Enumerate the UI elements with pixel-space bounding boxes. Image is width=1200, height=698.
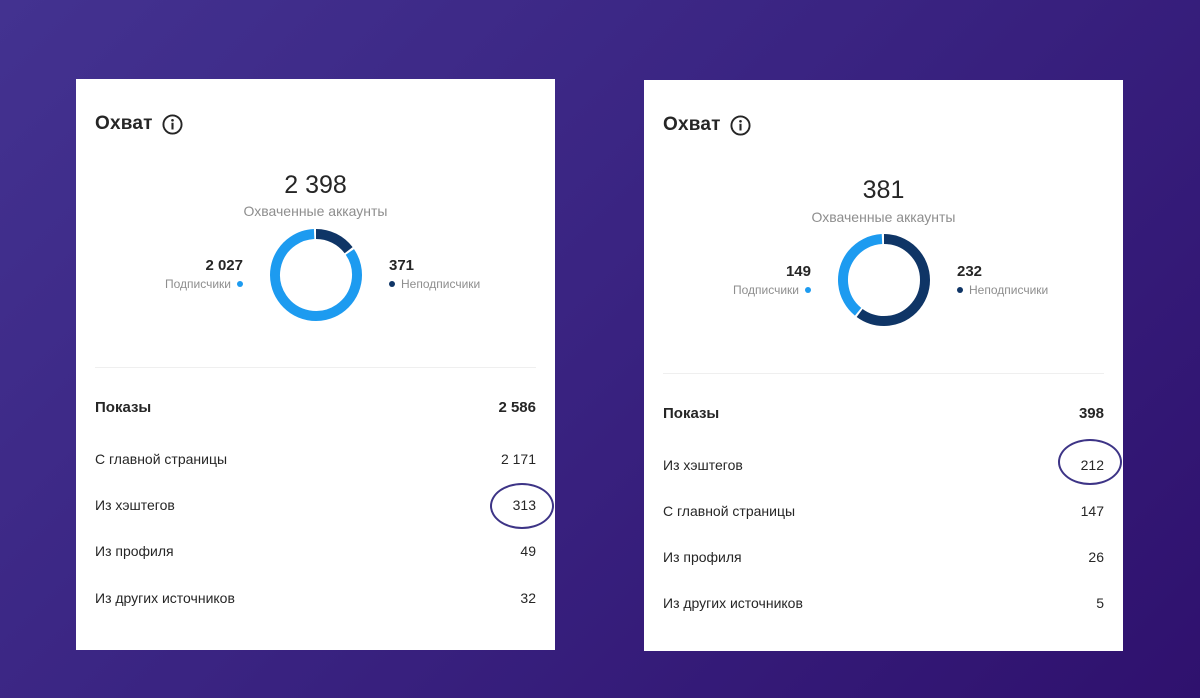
source-row: Из хэштегов 212: [663, 457, 1104, 473]
donut-segment-followers: [838, 234, 930, 326]
source-value: 5: [1096, 595, 1104, 611]
card-header: Охват: [95, 113, 183, 135]
source-label: С главной страницы: [95, 451, 228, 467]
reach-card-left: Охват 2 398 Охваченные аккаунты 2 027 По…: [76, 79, 555, 650]
source-label: Из хэштегов: [95, 497, 175, 513]
card-title: Охват: [663, 114, 721, 135]
donut-segment-non-followers: [270, 229, 362, 321]
source-value: 26: [1088, 549, 1104, 565]
impressions-value: 2 586: [498, 399, 536, 416]
impressions-label: Показы: [95, 399, 152, 416]
source-row: Из хэштегов 313: [95, 497, 536, 513]
reached-accounts-total: 2 398: [284, 171, 347, 199]
followers-label: Подписчики: [164, 277, 231, 291]
info-icon[interactable]: [162, 113, 183, 135]
source-row: С главной страницы 147: [663, 503, 1104, 519]
card-title: Охват: [95, 113, 153, 134]
reached-accounts-label: Охваченные аккаунты: [243, 203, 388, 219]
reach-card-right: Охват 381 Охваченные аккаунты 149 Подпис…: [644, 80, 1123, 651]
reach-donut-chart: [838, 234, 930, 326]
followers-legend: Подписчики: [165, 277, 243, 291]
source-label: Из профиля: [95, 543, 174, 559]
impressions-row: Показы 2 586: [95, 399, 536, 416]
non-followers-legend: Неподписчики: [957, 283, 1048, 297]
followers-label: Подписчики: [732, 283, 799, 297]
impressions-value: 398: [1078, 405, 1104, 422]
donut-segment-followers: [270, 229, 362, 321]
source-row: Из других источников 5: [663, 595, 1104, 611]
source-value: 49: [520, 543, 536, 559]
hashtag-highlight-circle: [490, 483, 554, 529]
donut-segment-non-followers: [838, 234, 930, 326]
non-followers-stat: 232 Неподписчики: [957, 263, 1048, 297]
followers-dot: [237, 281, 243, 287]
hashtag-highlight-circle: [1058, 439, 1122, 485]
source-label: Из других источников: [663, 595, 803, 611]
impressions-row: Показы 398: [663, 405, 1104, 422]
source-label: Из профиля: [663, 549, 742, 565]
followers-legend: Подписчики: [733, 283, 811, 297]
source-label: Из других источников: [95, 590, 235, 606]
non-followers-dot: [957, 287, 963, 293]
non-followers-label: Неподписчики: [401, 277, 481, 291]
source-label: Из хэштегов: [663, 457, 743, 473]
followers-value: 149: [785, 263, 811, 280]
info-icon[interactable]: [730, 114, 751, 136]
followers-stat: 2 027 Подписчики: [165, 257, 243, 291]
source-value: 32: [520, 590, 536, 606]
divider: [663, 373, 1104, 374]
divider: [95, 367, 536, 368]
reach-donut-chart: [270, 229, 362, 321]
source-value: 147: [1080, 503, 1104, 519]
followers-dot: [805, 287, 811, 293]
non-followers-dot: [389, 281, 395, 287]
non-followers-stat: 371 Неподписчики: [389, 257, 480, 291]
followers-value: 2 027: [205, 257, 243, 274]
followers-stat: 149 Подписчики: [733, 263, 811, 297]
impressions-label: Показы: [663, 405, 720, 422]
source-row: С главной страницы 2 171: [95, 451, 536, 467]
reached-accounts-total: 381: [862, 176, 905, 204]
non-followers-label: Неподписчики: [969, 283, 1049, 297]
source-label: С главной страницы: [663, 503, 796, 519]
reached-accounts-label: Охваченные аккаунты: [811, 209, 956, 225]
non-followers-value: 371: [389, 257, 415, 274]
source-row: Из профиля 49: [95, 543, 536, 559]
non-followers-legend: Неподписчики: [389, 277, 480, 291]
source-row: Из других источников 32: [95, 590, 536, 606]
source-row: Из профиля 26: [663, 549, 1104, 565]
source-value: 2 171: [500, 451, 536, 467]
non-followers-value: 232: [957, 263, 983, 280]
card-header: Охват: [663, 114, 751, 136]
